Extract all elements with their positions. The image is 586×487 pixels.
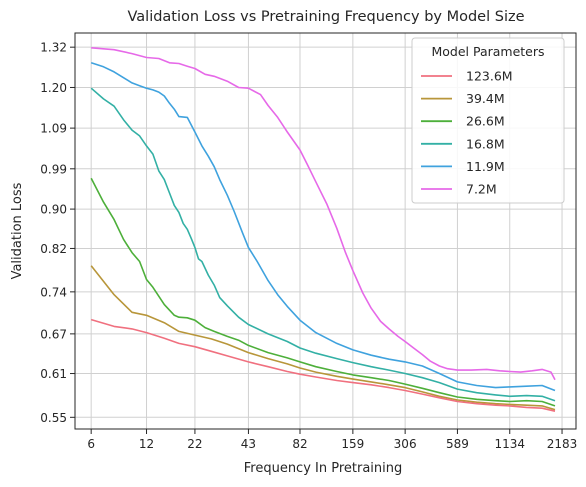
x-tick-label: 1134 (494, 437, 525, 451)
y-tick-label: 0.74 (40, 285, 67, 299)
x-tick-label: 43 (241, 437, 256, 451)
series-lines (90, 47, 556, 412)
series-line (90, 177, 556, 407)
y-tick-label: 0.61 (40, 367, 67, 381)
x-tick-label: 306 (394, 437, 417, 451)
y-tick-label: 0.99 (40, 162, 67, 176)
y-tick-label: 1.20 (40, 81, 67, 95)
y-axis-ticks: 0.55 0.61 0.67 0.74 0.82 0.90 0.99 1.09 1.20 1.32 (40, 41, 75, 425)
legend-entry: 16.8M (466, 136, 505, 151)
y-tick-label: 0.55 (40, 411, 67, 425)
legend-entry: 11.9M (466, 159, 505, 174)
chart-title: Validation Loss vs Pretraining Frequency… (127, 9, 524, 25)
legend-box (411, 37, 565, 204)
legend: Model Parameters 123.6M 39.4M 26.6M 16.8M 11… (411, 37, 565, 204)
x-tick-label: 12 (139, 437, 154, 451)
y-tick-label: 0.67 (40, 327, 67, 341)
x-axis-label: Frequency In Pretraining (244, 461, 403, 476)
x-tick-label: 6 (87, 437, 95, 451)
series-line (90, 62, 556, 392)
legend-entry: 7.2M (466, 182, 497, 197)
y-axis-label: Validation Loss (10, 182, 25, 279)
x-tick-label: 82 (292, 437, 307, 451)
x-axis-ticks: 6 12 22 43 82 159 306 589 1134 2183 (87, 429, 577, 451)
x-tick-label: 589 (446, 437, 469, 451)
plot-frame (74, 32, 577, 430)
legend-entry: 39.4M (466, 91, 505, 106)
legend-entry: 123.6M (466, 69, 513, 84)
legend-title: Model Parameters (431, 44, 544, 59)
series-line (90, 87, 556, 402)
legend-entry: 26.6M (466, 114, 505, 129)
y-tick-label: 1.09 (40, 122, 67, 136)
series-line (91, 47, 556, 381)
x-tick-label: 22 (187, 437, 202, 451)
y-tick-label: 1.32 (40, 41, 67, 55)
y-tick-label: 0.90 (40, 203, 67, 217)
x-tick-label: 2183 (547, 437, 578, 451)
y-tick-label: 0.82 (40, 242, 67, 256)
x-tick-label: 159 (341, 437, 364, 451)
series-line (90, 265, 556, 411)
series-line (90, 318, 556, 412)
